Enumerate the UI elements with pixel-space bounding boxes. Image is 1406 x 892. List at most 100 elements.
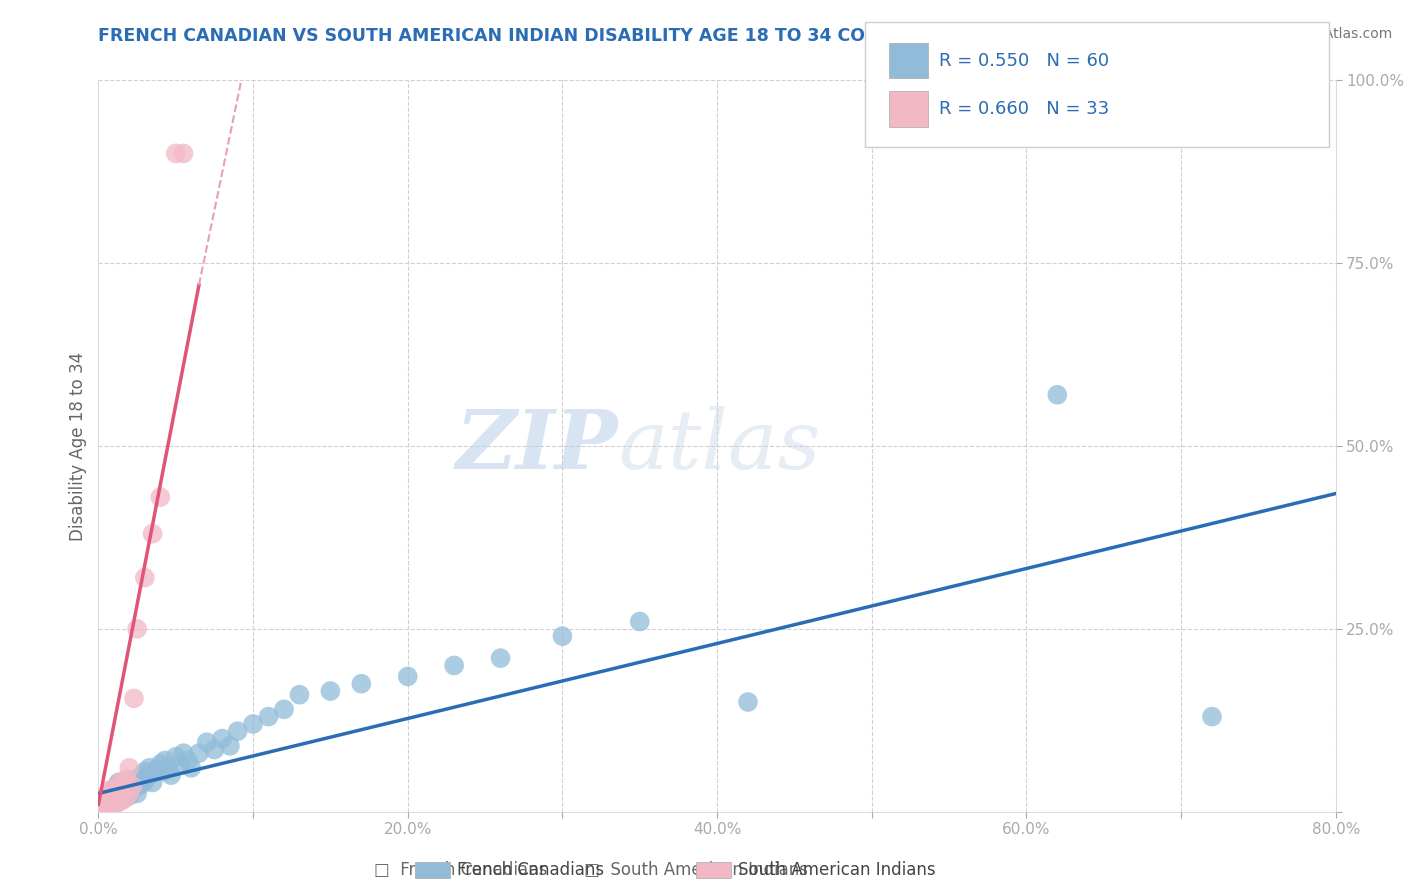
Point (180, 761, 202, 775)
Point (141, 766, 165, 780)
Point (134, 764, 156, 779)
Point (396, 669, 419, 683)
Point (121, 782, 143, 797)
Point (100, 794, 122, 808)
Point (177, 754, 200, 768)
Point (160, 768, 183, 782)
Point (172, 146, 194, 161)
Point (737, 695, 759, 709)
Point (111, 787, 132, 801)
Point (551, 629, 574, 643)
Point (111, 781, 132, 796)
Point (489, 651, 512, 665)
Point (165, 749, 187, 764)
Point (136, 770, 159, 784)
Point (103, 791, 125, 805)
Point (103, 781, 125, 796)
Point (107, 790, 129, 805)
Point (101, 790, 124, 805)
Point (97, 797, 120, 812)
Point (100, 782, 122, 797)
Point (103, 798, 125, 813)
Point (98, 796, 121, 810)
Point (134, 571, 156, 585)
Point (211, 731, 233, 746)
Point (121, 775, 143, 789)
Point (204, 742, 226, 756)
Point (153, 754, 176, 768)
Text: FRENCH CANADIAN VS SOUTH AMERICAN INDIAN DISABILITY AGE 18 TO 34 CORRELATION CHA: FRENCH CANADIAN VS SOUTH AMERICAN INDIAN… (98, 27, 1047, 45)
Point (157, 761, 180, 775)
Point (195, 735, 218, 749)
Text: R = 0.660   N = 33: R = 0.660 N = 33 (939, 100, 1109, 118)
Point (118, 761, 141, 775)
Point (93, 796, 115, 810)
Point (146, 762, 169, 776)
Point (131, 768, 153, 782)
Point (141, 526, 165, 541)
Point (288, 688, 311, 702)
Point (103, 782, 125, 797)
Point (97, 791, 120, 805)
Point (96, 794, 118, 808)
Point (108, 777, 131, 791)
Point (96, 789, 118, 803)
Point (118, 787, 141, 801)
Text: ZIP: ZIP (456, 406, 619, 486)
Point (114, 791, 136, 805)
Point (319, 684, 342, 698)
Text: □  French Canadians       □  South American Indians: □ French Canadians □ South American Indi… (374, 861, 807, 879)
Point (350, 676, 373, 690)
Point (141, 775, 165, 789)
Point (118, 789, 141, 803)
Text: atlas: atlas (619, 406, 821, 486)
Point (111, 775, 132, 789)
Point (628, 615, 651, 629)
Point (111, 791, 132, 805)
Text: South American Indians: South American Indians (738, 861, 936, 879)
Text: Source: ZipAtlas.com: Source: ZipAtlas.com (1244, 27, 1392, 41)
Point (105, 787, 128, 801)
Point (138, 761, 160, 775)
Point (165, 146, 187, 161)
Text: R = 0.550   N = 60: R = 0.550 N = 60 (939, 52, 1109, 70)
Point (103, 794, 125, 808)
Point (96, 790, 118, 805)
Point (91, 798, 114, 813)
Point (273, 702, 295, 716)
Point (107, 775, 129, 789)
Point (134, 774, 156, 789)
Point (103, 789, 125, 803)
Point (1201, 709, 1223, 723)
Point (188, 746, 211, 760)
Point (131, 777, 153, 791)
Point (242, 717, 264, 731)
Point (1046, 388, 1069, 402)
Point (443, 658, 465, 673)
Point (105, 779, 128, 793)
Point (115, 772, 138, 786)
Point (226, 724, 249, 739)
Point (105, 796, 128, 810)
Point (172, 746, 194, 760)
Point (219, 739, 242, 753)
Point (122, 691, 145, 706)
Point (127, 779, 149, 793)
Point (98, 787, 121, 801)
Point (100, 791, 122, 805)
Text: French Canadians: French Canadians (457, 861, 605, 879)
Point (118, 779, 141, 793)
Y-axis label: Disability Age 18 to 34: Disability Age 18 to 34 (69, 351, 87, 541)
Point (121, 779, 143, 793)
Point (149, 757, 172, 772)
Point (127, 787, 149, 801)
Point (149, 490, 172, 504)
Point (111, 794, 132, 808)
Point (127, 622, 149, 636)
Point (115, 777, 138, 791)
Point (152, 764, 174, 779)
Point (257, 709, 280, 723)
Point (118, 774, 141, 789)
Point (98, 787, 121, 801)
Point (169, 757, 191, 772)
